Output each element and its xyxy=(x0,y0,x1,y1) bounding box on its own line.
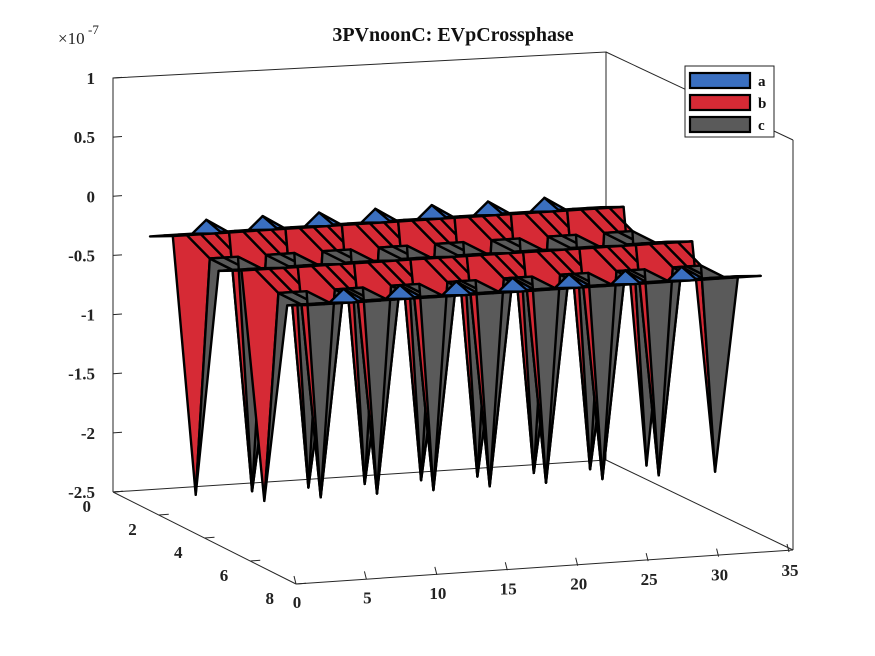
y-tick-label: 0 xyxy=(83,497,92,516)
y-tick-label: 2 xyxy=(128,520,137,539)
z-tick-label: -1.5 xyxy=(68,365,95,384)
x-tick-label: 15 xyxy=(500,579,517,598)
x-axis-line xyxy=(295,549,794,585)
y-tick-label: 4 xyxy=(174,543,183,562)
chart-title: 3PVnoonC: EVpCrossphase xyxy=(332,24,573,46)
z-tick-label: 0.5 xyxy=(74,128,95,147)
x-tick xyxy=(363,571,367,580)
x-tick xyxy=(434,566,438,575)
x-tick-label: 30 xyxy=(711,566,728,585)
z-multiplier-prefix: ×10 xyxy=(58,29,85,48)
z-tick-label: 1 xyxy=(87,69,96,88)
legend-swatch-b xyxy=(688,93,752,112)
floor-right-edge xyxy=(605,459,794,551)
legend: abc xyxy=(684,65,775,138)
x-tick-label: 5 xyxy=(363,588,372,607)
z-axis-ticks: 1 0.5 0 -0.5 -1 -1.5 -2 -2.5 xyxy=(68,69,123,502)
x-axis-ticks: 0 5 10 15 20 25 30 35 xyxy=(293,543,799,612)
z-tick-label: -2.5 xyxy=(68,483,95,502)
x-tick xyxy=(575,557,579,566)
x-tick xyxy=(786,543,790,553)
surface-face xyxy=(722,274,762,279)
z-tick xyxy=(112,254,123,256)
x-tick-label: 20 xyxy=(570,575,587,594)
z-tick-label: -1 xyxy=(81,306,95,325)
x-tick xyxy=(504,562,508,571)
y-tick xyxy=(295,582,307,585)
z-tick xyxy=(112,136,123,138)
legend-swatch-a xyxy=(688,71,752,90)
surface-mesh xyxy=(148,196,762,503)
x-tick-label: 0 xyxy=(293,593,302,612)
y-tick-label: 6 xyxy=(220,566,229,585)
z-tick xyxy=(112,431,123,434)
x-tick xyxy=(716,548,720,557)
z-tick xyxy=(112,195,123,197)
y-tick xyxy=(204,536,215,539)
z-tick-label: 0 xyxy=(87,187,96,206)
z-tick xyxy=(112,313,123,316)
x-tick-label: 25 xyxy=(641,570,658,589)
legend-label-c: c xyxy=(758,118,765,134)
x-tick-label: 10 xyxy=(429,584,446,603)
z-tick xyxy=(112,372,123,375)
z-tick-label: -2 xyxy=(81,424,95,443)
y-axis-ticks: 0 2 4 6 8 xyxy=(83,490,307,608)
z-exponent: -7 xyxy=(88,22,99,37)
x-tick xyxy=(293,575,297,585)
y-tick xyxy=(250,559,261,562)
x-tick xyxy=(645,553,649,562)
y-tick xyxy=(112,490,124,493)
y-tick-label: 8 xyxy=(266,589,275,608)
z-tick xyxy=(112,76,123,79)
legend-swatch-c xyxy=(688,115,752,134)
z-exponent-label: ×10 -7 xyxy=(58,22,99,48)
x-tick-label: 35 xyxy=(782,561,799,580)
y-tick xyxy=(158,513,169,516)
z-tick-label: -0.5 xyxy=(68,246,95,265)
legend-label-b: b xyxy=(758,96,766,112)
legend-label-a: a xyxy=(758,74,766,90)
